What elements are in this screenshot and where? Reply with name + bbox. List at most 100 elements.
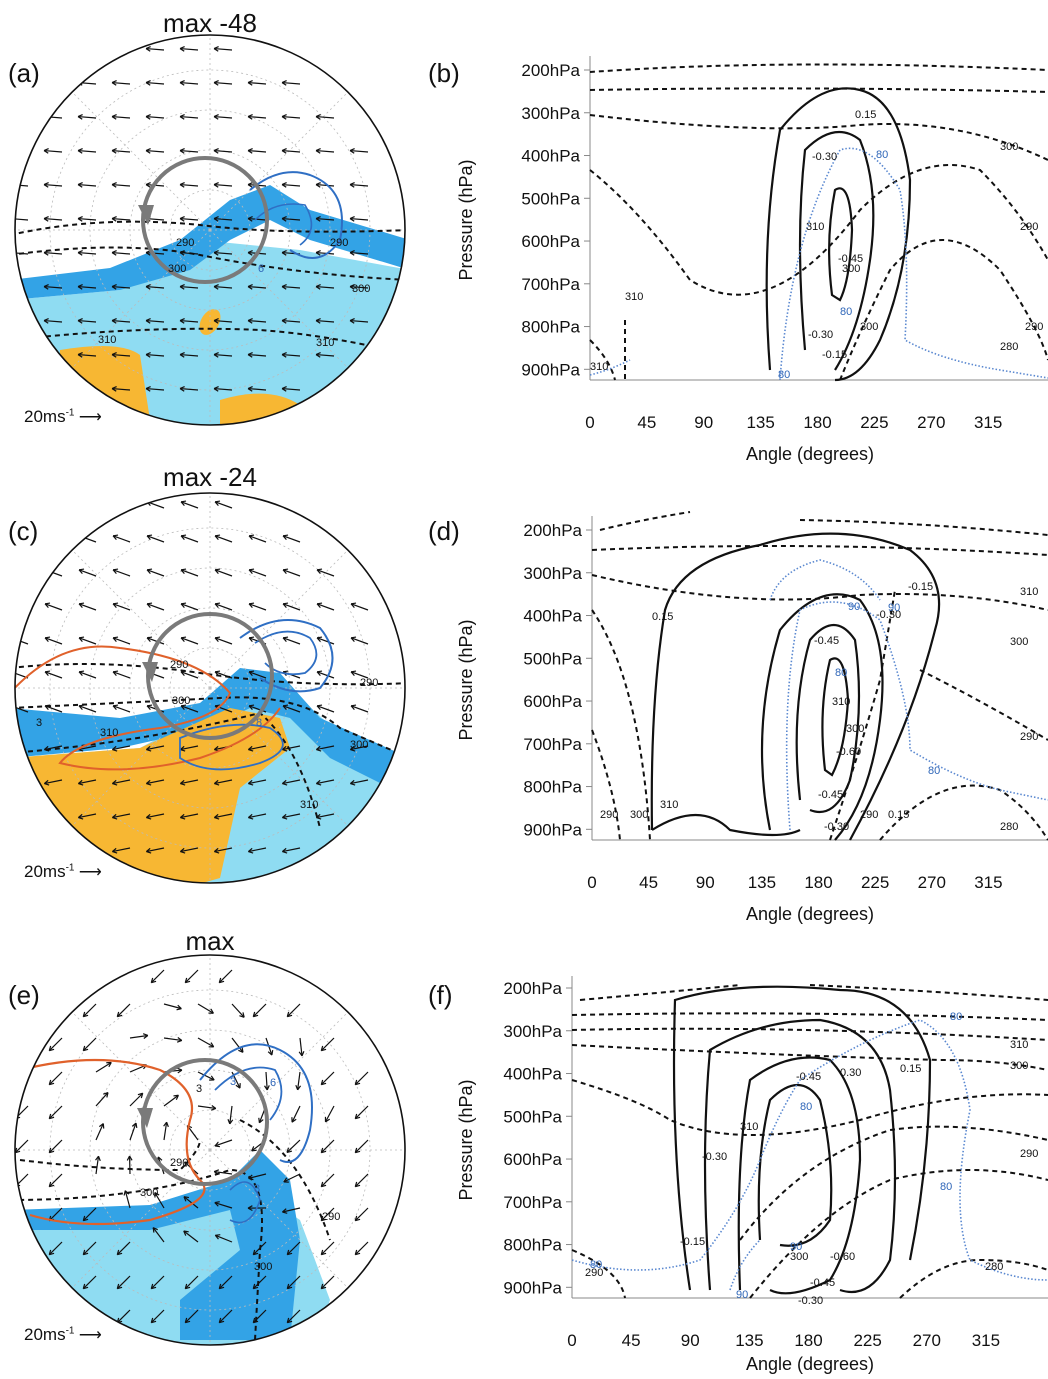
wind-vector — [354, 1071, 369, 1086]
x-tick-label: 90 — [696, 873, 715, 892]
wind-vector-head — [111, 283, 117, 288]
wind-vector — [354, 1207, 369, 1222]
y-tick-label: 200hPa — [523, 521, 582, 540]
wind-vector-head — [185, 1320, 191, 1324]
wind-vector-head — [295, 1084, 299, 1091]
contour-label: 290 — [1020, 221, 1038, 233]
wind-vector-head — [210, 1107, 217, 1111]
wind-vector — [116, 1309, 131, 1324]
wind-vector — [214, 285, 233, 289]
wind-vector-head — [177, 1069, 183, 1074]
wind-vector-head — [215, 1234, 221, 1236]
contour-label: -0.45 — [814, 635, 839, 647]
wind-vector — [95, 1156, 100, 1175]
wind-vector — [146, 569, 165, 577]
wind-vector-head — [286, 1147, 290, 1153]
wind-vector-head — [315, 283, 321, 288]
wind-vector-head — [211, 1104, 217, 1109]
wind-vector-head — [248, 851, 254, 854]
wind-vector-head — [247, 283, 253, 288]
wind-vector-head — [154, 1191, 160, 1196]
polar-map-c: 290 290 300 300 310 310 3 8 — [14, 492, 406, 884]
wind-vector-head — [151, 980, 157, 984]
wind-vector-head — [116, 1249, 120, 1255]
wind-vector-head — [48, 1249, 52, 1255]
wind-vector — [163, 1122, 168, 1141]
wind-vector-head — [281, 116, 287, 120]
wind-vector — [214, 47, 233, 51]
wind-vector — [78, 115, 97, 119]
wind-scale-label-e: 20ms-1 ⟶ — [24, 1325, 102, 1344]
contour-label: 0.15 — [652, 611, 673, 623]
wind-vector-head — [253, 1286, 259, 1290]
wind-vector-head — [179, 813, 185, 819]
wind-vector — [214, 535, 233, 543]
wind-vector — [112, 813, 131, 819]
panel-letter-f: (f) — [428, 980, 453, 1010]
wind-vector-head — [143, 1034, 149, 1039]
wind-vector-head — [77, 181, 83, 186]
wind-vector-head — [111, 252, 117, 256]
x-tick-label: 0 — [587, 873, 596, 892]
wind-vector-head — [145, 150, 151, 154]
wind-vector — [78, 353, 97, 357]
contour-label: 80 — [950, 1011, 962, 1023]
wind-vector-head — [351, 670, 357, 673]
wind-vector-head — [247, 181, 253, 186]
wind-vector — [180, 847, 199, 853]
wind-vector-head — [183, 1230, 189, 1233]
wind-vector — [44, 779, 63, 785]
wind-vector-head — [43, 317, 49, 322]
wind-vector — [116, 1275, 131, 1290]
wind-vector-head — [218, 977, 222, 983]
wind-vector — [214, 217, 233, 221]
wind-vector — [320, 1275, 335, 1290]
wind-vector-head — [43, 150, 49, 154]
wind-vector — [282, 387, 301, 391]
wind-vector-head — [111, 354, 117, 358]
wind-vector-head — [281, 813, 287, 819]
wind-vector — [316, 779, 335, 785]
wind-vector — [44, 251, 63, 255]
wind-vector-head — [253, 1252, 259, 1256]
wind-vector-head — [116, 1283, 120, 1289]
wind-vector — [316, 251, 335, 255]
wind-vector-head — [214, 817, 220, 820]
wind-vector — [282, 535, 301, 543]
wind-vector-head — [229, 1119, 234, 1125]
wind-vector — [214, 1170, 233, 1175]
wind-vector — [44, 149, 63, 153]
wind-vector-head — [247, 813, 253, 819]
wind-vector-head — [181, 636, 187, 639]
wind-vector-head — [180, 637, 185, 642]
wind-vector — [112, 81, 131, 85]
wind-vector-head — [117, 1252, 123, 1256]
wind-vector-head — [151, 1320, 157, 1324]
cross-section-f: 200hPa 300hPa 400hPa 500hPa 600hPa 700hPa 800h… — [456, 976, 1048, 1374]
wind-vector-head — [113, 534, 119, 537]
x-tick-label: 90 — [681, 1331, 700, 1350]
wind-vector-head — [271, 1049, 274, 1056]
contour-label: -0.15 — [680, 1236, 705, 1248]
wind-vector-head — [179, 116, 185, 120]
wind-vector-head — [44, 671, 49, 676]
wind-vector-head — [214, 569, 219, 574]
wind-vector-head — [215, 568, 221, 571]
wind-vector-head — [10, 183, 15, 185]
contour-label: 3 — [230, 1076, 236, 1088]
y-tick-label: 600hPa — [523, 692, 582, 711]
wind-vector-head — [213, 82, 219, 86]
wind-vector-head — [320, 1181, 324, 1187]
x-tick-label: 225 — [861, 873, 889, 892]
wind-vector-head — [78, 535, 83, 540]
wind-vector-head — [78, 783, 84, 786]
shade-mid-blue — [15, 668, 405, 798]
wind-vector — [316, 569, 335, 577]
wind-vector — [184, 1275, 199, 1290]
wind-vector — [350, 603, 369, 611]
wind-vector-head — [180, 569, 185, 574]
wind-vector-head — [116, 1011, 120, 1017]
wind-vector-head — [179, 286, 185, 290]
wind-vector — [95, 1061, 112, 1073]
wind-vector-head — [238, 1049, 244, 1053]
